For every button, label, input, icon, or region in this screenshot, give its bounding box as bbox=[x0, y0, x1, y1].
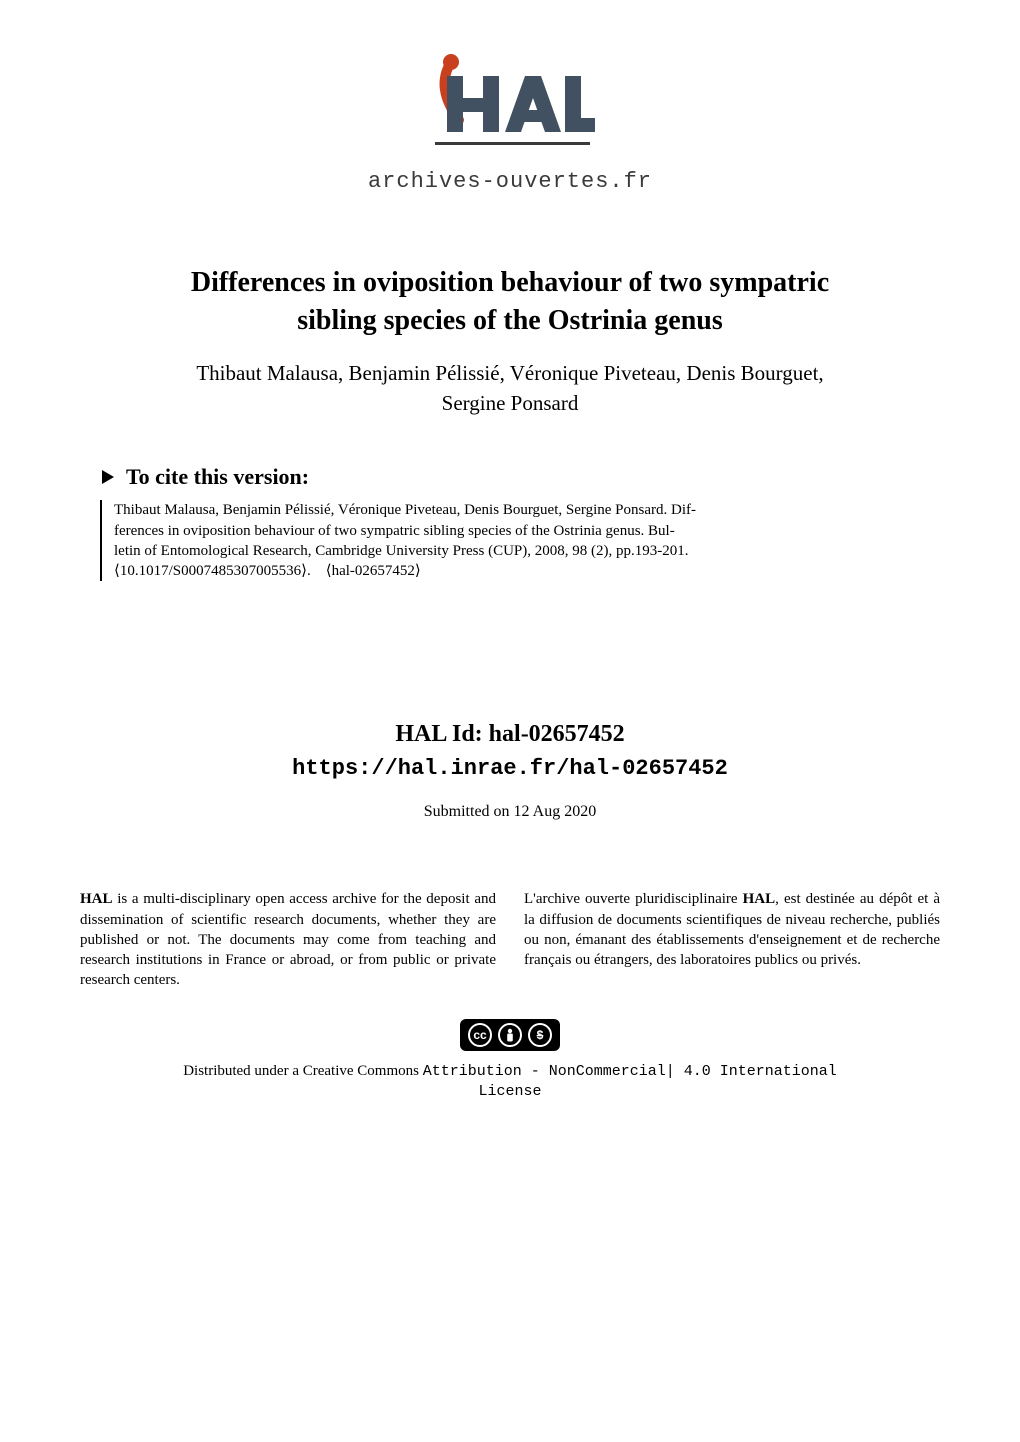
cite-header: To cite this version: bbox=[100, 464, 920, 490]
description-right-text: L'archive ouverte pluridisciplinaire HAL… bbox=[524, 891, 940, 968]
license-prefix: Distributed under a Creative Commons bbox=[183, 1063, 423, 1079]
paper-title: Differences in oviposition behaviour of … bbox=[80, 264, 940, 340]
description-right: L'archive ouverte pluridisciplinaire HAL… bbox=[524, 889, 940, 990]
cite-header-text: To cite this version: bbox=[126, 464, 309, 490]
license-line2[interactable]: License bbox=[0, 1082, 1020, 1102]
cite-doi-line: ⟨10.1017/S0007485307005536⟩. ⟨hal-026574… bbox=[114, 561, 920, 581]
submitted-date: Submitted on 12 Aug 2020 bbox=[0, 803, 1020, 821]
hal-url[interactable]: https://hal.inrae.fr/hal-02657452 bbox=[0, 756, 1020, 781]
triangle-right-icon bbox=[100, 469, 116, 485]
description-left: HAL is a multi-disciplinary open access … bbox=[80, 889, 496, 990]
hal-logo-icon bbox=[425, 48, 595, 158]
cc-nc-icon: $ bbox=[528, 1023, 552, 1047]
hal-logo-domain: archives-ouvertes.fr bbox=[0, 169, 1020, 194]
cc-logo-icon: cc bbox=[468, 1023, 492, 1047]
description-block: HAL is a multi-disciplinary open access … bbox=[80, 889, 940, 990]
cc-by-icon bbox=[498, 1023, 522, 1047]
license-text: Distributed under a Creative Commons Att… bbox=[0, 1061, 1020, 1103]
cite-body: Thibaut Malausa, Benjamin Pélissié, Véro… bbox=[100, 500, 920, 581]
authors-line-2: Sergine Ponsard bbox=[80, 388, 940, 418]
authors-line-1: Thibaut Malausa, Benjamin Pélissié, Véro… bbox=[80, 358, 940, 388]
cite-hal-ref: ⟨hal-02657452⟩ bbox=[326, 563, 421, 579]
hal-id-label: HAL Id: hal-02657452 bbox=[0, 721, 1020, 748]
cc-badge[interactable]: cc $ bbox=[460, 1019, 560, 1051]
cite-line: ferences in oviposition behaviour of two… bbox=[114, 521, 920, 541]
hal-logo-block: archives-ouvertes.fr bbox=[0, 0, 1020, 194]
cc-badge-block: cc $ bbox=[0, 1019, 1020, 1051]
authors: Thibaut Malausa, Benjamin Pélissié, Véro… bbox=[80, 358, 940, 419]
title-line-1: Differences in oviposition behaviour of … bbox=[80, 264, 940, 302]
description-left-text: HAL is a multi-disciplinary open access … bbox=[80, 891, 496, 988]
cite-line: Thibaut Malausa, Benjamin Pélissié, Véro… bbox=[114, 500, 920, 520]
license-type[interactable]: Attribution - NonCommercial| 4.0 Interna… bbox=[423, 1063, 837, 1080]
cite-line: letin of Entomological Research, Cambrid… bbox=[114, 541, 920, 561]
title-line-2: sibling species of the Ostrinia genus bbox=[80, 302, 940, 340]
hal-id-block: HAL Id: hal-02657452 https://hal.inrae.f… bbox=[0, 721, 1020, 781]
cite-doi: ⟨10.1017/S0007485307005536⟩. bbox=[114, 563, 311, 579]
cite-block: To cite this version: Thibaut Malausa, B… bbox=[100, 464, 920, 581]
